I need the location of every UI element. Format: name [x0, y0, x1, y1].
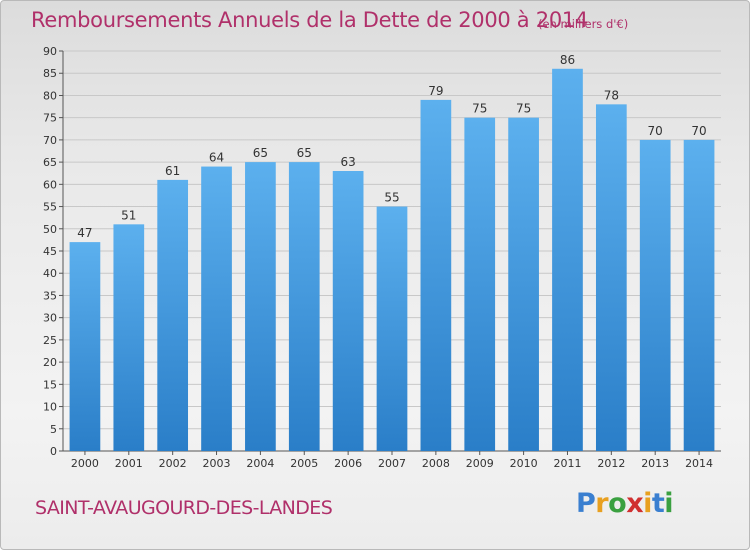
y-tick-label: 65	[43, 156, 57, 169]
y-tick-label: 40	[43, 267, 57, 280]
y-tick-label: 0	[50, 445, 57, 458]
bar	[157, 179, 189, 451]
bar	[552, 68, 583, 452]
x-tick-label: 2013	[641, 457, 669, 470]
bar-value-label: 61	[165, 164, 180, 178]
bar-value-label: 47	[77, 226, 92, 240]
logo-letter: t	[651, 488, 665, 519]
bars	[69, 68, 715, 452]
bar-value-label: 79	[428, 84, 443, 98]
bar	[201, 166, 232, 452]
x-tick-label: 2009	[466, 457, 494, 470]
y-tick-label: 55	[43, 201, 57, 214]
chart-title: Remboursements Annuels de la Dette de 20…	[31, 8, 588, 32]
y-tick-label: 45	[43, 245, 57, 258]
labels: 0 5 10 15 20 25 30 35 40 45 50 55 60 65 70 75 80 85 90 47 20…	[43, 45, 713, 470]
bar-value-label: 63	[340, 155, 355, 169]
bar-value-label: 51	[121, 208, 136, 222]
y-tick-label: 20	[43, 356, 57, 369]
y-tick-label: 35	[43, 289, 57, 302]
x-tick-label: 2000	[71, 457, 99, 470]
x-tick-label: 2012	[597, 457, 625, 470]
bar	[69, 242, 101, 451]
bar	[245, 162, 276, 451]
x-tick-label: 2006	[334, 457, 362, 470]
bar	[508, 117, 539, 452]
bar	[288, 162, 320, 451]
x-tick-label: 2014	[685, 457, 713, 470]
x-tick-label: 2003	[203, 457, 231, 470]
bar	[464, 117, 496, 452]
bar-value-label: 78	[604, 88, 619, 102]
bar	[639, 139, 671, 451]
logo-letter: i	[643, 488, 652, 519]
x-tick-label: 2001	[115, 457, 143, 470]
y-tick-label: 80	[43, 89, 57, 102]
bar	[595, 104, 627, 451]
bar-value-label: 86	[560, 53, 575, 67]
bar-value-label: 64	[209, 151, 224, 165]
logo-letter: x	[626, 488, 644, 519]
proxiti-logo[interactable]: Proxiti	[576, 488, 674, 519]
y-tick-label: 90	[43, 45, 57, 58]
x-tick-label: 2002	[159, 457, 187, 470]
x-tick-label: 2005	[290, 457, 318, 470]
bar-value-label: 75	[472, 102, 487, 116]
bar-value-label: 65	[253, 146, 268, 160]
bar	[332, 171, 364, 451]
commune-name: SAINT-AVAUGOURD-DES-LANDES	[35, 497, 333, 519]
bar	[376, 206, 408, 451]
y-tick-label: 85	[43, 67, 57, 80]
x-tick-label: 2010	[510, 457, 538, 470]
logo-letter: i	[664, 488, 674, 519]
logo-letter: o	[608, 488, 627, 519]
bar-value-label: 55	[384, 191, 399, 205]
bar	[683, 139, 715, 451]
bar	[420, 99, 452, 451]
x-tick-label: 2007	[378, 457, 406, 470]
y-tick-label: 30	[43, 312, 57, 325]
y-tick-label: 15	[43, 378, 57, 391]
y-tick-label: 10	[43, 401, 57, 414]
y-tick-label: 70	[43, 134, 57, 147]
bar-value-label: 70	[691, 124, 706, 138]
chart-subtitle: (en milliers d'€)	[538, 17, 629, 31]
bar	[113, 224, 145, 451]
y-tick-label: 75	[43, 112, 57, 125]
y-tick-label: 25	[43, 334, 57, 347]
bar-value-label: 70	[648, 124, 663, 138]
x-tick-label: 2004	[246, 457, 274, 470]
y-tick-label: 50	[43, 223, 57, 236]
x-tick-label: 2011	[553, 457, 581, 470]
y-tick-label: 5	[50, 423, 57, 436]
bar-value-label: 75	[516, 102, 531, 116]
bar-value-label: 65	[297, 146, 312, 160]
logo-letter: r	[595, 488, 609, 519]
x-tick-label: 2008	[422, 457, 450, 470]
y-tick-label: 60	[43, 178, 57, 191]
logo-letter: P	[576, 488, 596, 519]
